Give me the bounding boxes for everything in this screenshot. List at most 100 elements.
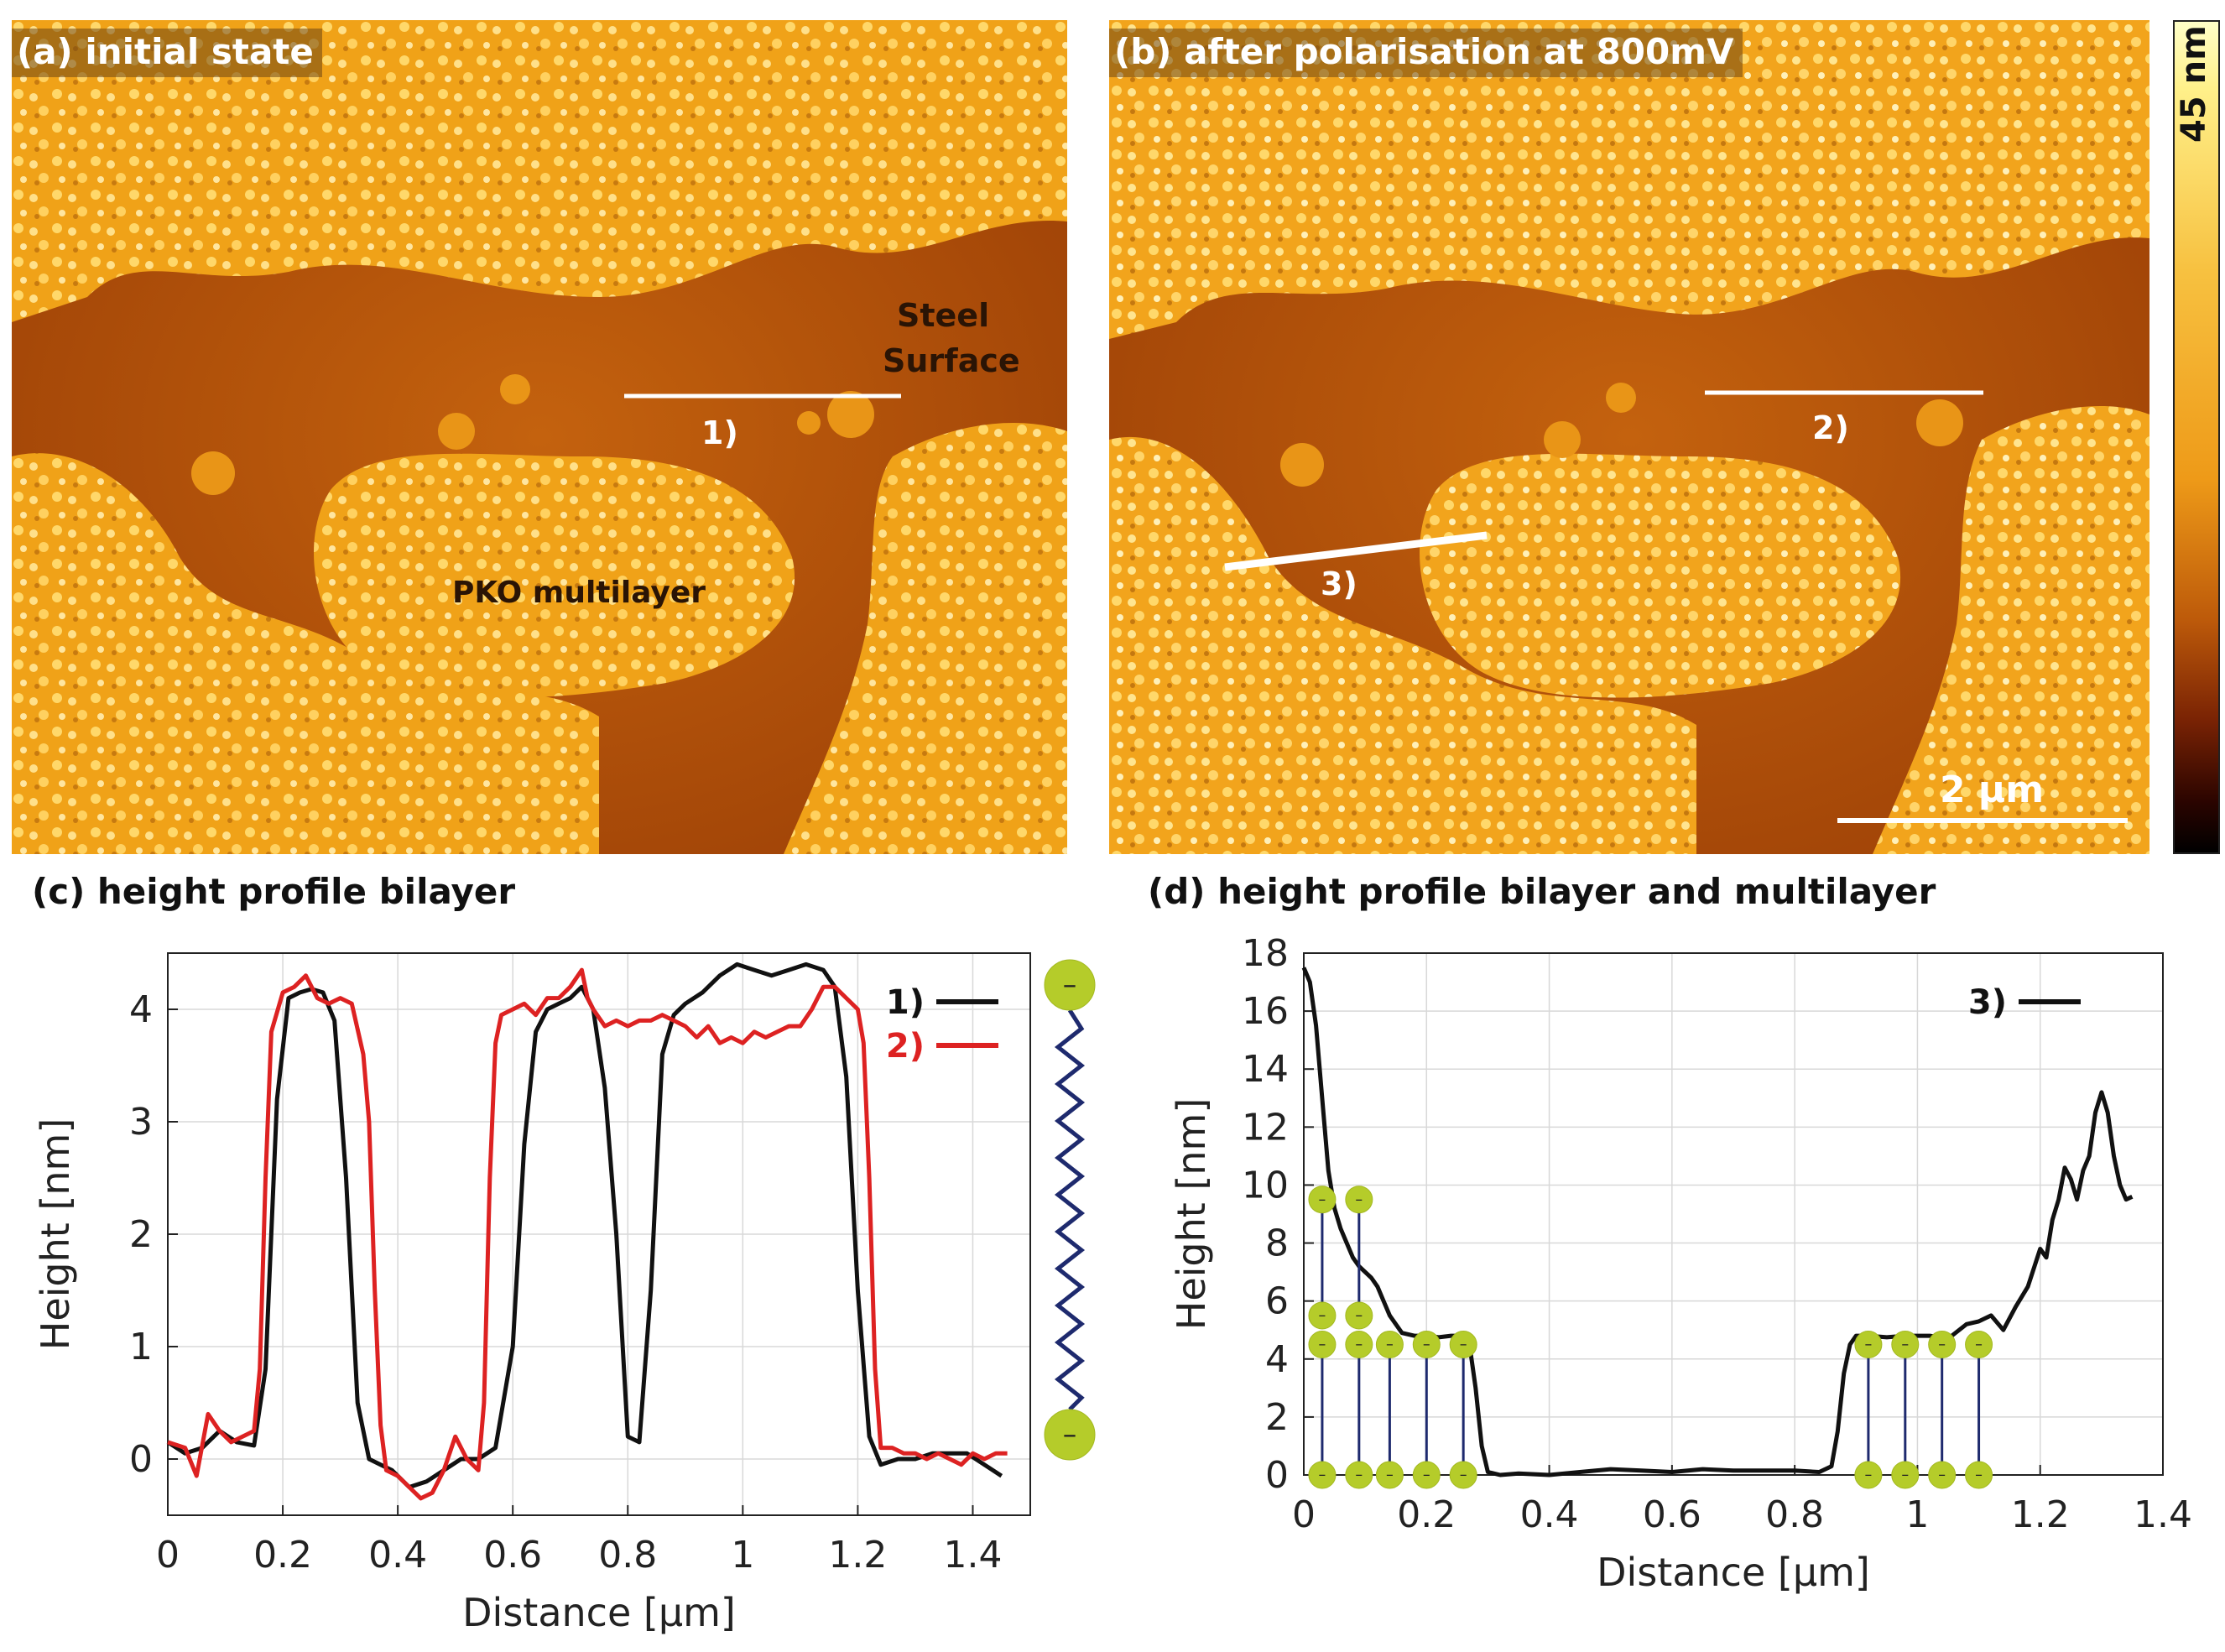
- y-tick-label: 16: [1242, 990, 1289, 1033]
- y-tick-label: 0: [1265, 1454, 1289, 1497]
- bilayer-head-top: –: [1965, 1331, 1993, 1358]
- bilayer-head-bottom: –: [1308, 1461, 1337, 1489]
- head-group-circle: [1044, 959, 1096, 1011]
- afm-topography-a: [12, 20, 1067, 854]
- y-tick-label: 8: [1265, 1222, 1289, 1265]
- profile-line-3-label: 3): [1321, 565, 1357, 602]
- head-group-circle: [1375, 1461, 1404, 1489]
- multilayer-head-bottom: –: [1308, 1301, 1337, 1330]
- x-tick-label: 0.8: [1765, 1493, 1824, 1536]
- bilayer-head-top: –: [1375, 1331, 1404, 1358]
- head-group-circle: [1449, 1331, 1477, 1358]
- afm-topography-b: [1109, 20, 2149, 854]
- head-group-circle: [1854, 1461, 1883, 1489]
- bilayer-head-top: –: [1308, 1331, 1337, 1358]
- legend-label: 2): [886, 1027, 925, 1066]
- head-group-charge: –: [1423, 1337, 1430, 1353]
- head-group-charge: –: [1386, 1467, 1394, 1484]
- series-line-3: [1301, 967, 2134, 1477]
- panel-a-label: (a) initial state: [12, 29, 322, 77]
- bilayer-head-bottom: –: [1449, 1461, 1477, 1489]
- head-group-charge: –: [1423, 1467, 1430, 1484]
- head-group-circle: [1965, 1331, 1993, 1358]
- head-group-circle: [1345, 1186, 1373, 1214]
- series-line-2: [167, 967, 1008, 1501]
- scale-bar-label: 2 µm: [1940, 769, 2045, 811]
- multilayer-head-bottom: –: [1345, 1301, 1373, 1330]
- head-group-charge: –: [1319, 1467, 1326, 1484]
- x-tick-label: 0.4: [368, 1534, 427, 1576]
- colorbar-max-label: 45 nm: [2175, 25, 2213, 143]
- head-group-charge: –: [1355, 1308, 1363, 1325]
- head-group-circle: [1308, 1461, 1337, 1489]
- bilayer-head-top: –: [1412, 1331, 1441, 1358]
- head-group-charge: –: [1975, 1467, 1983, 1484]
- x-axis-label: Distance [µm]: [1597, 1550, 1870, 1595]
- bilayer-head-bottom: –: [1965, 1461, 1993, 1489]
- head-group-circle: [1928, 1461, 1957, 1489]
- bilayer-head-bottom: –: [1412, 1461, 1441, 1489]
- head-group-charge: –: [1355, 1337, 1363, 1353]
- head-group-circle: [1345, 1301, 1373, 1330]
- afm-image-initial-state: (a) initial state Steel Surface PKO mult…: [12, 20, 1067, 854]
- bilayer-head-top: –: [1928, 1331, 1957, 1358]
- x-tick-label: 0.2: [1397, 1493, 1456, 1536]
- x-tick-label: 0.6: [1643, 1493, 1701, 1536]
- head-group-charge: –: [1386, 1337, 1394, 1353]
- x-tick-label: 1.4: [943, 1534, 1002, 1576]
- head-group-circle: [1891, 1331, 1920, 1358]
- x-tick-label: 0.6: [483, 1534, 542, 1576]
- height-colorbar: [2173, 20, 2220, 854]
- bilayer-head-bottom: –: [1928, 1461, 1957, 1489]
- y-tick-label: 14: [1242, 1048, 1289, 1091]
- head-group-charge: –: [1319, 1191, 1326, 1208]
- bilayer-head-top: –: [1891, 1331, 1920, 1358]
- x-tick-label: 0.4: [1520, 1493, 1579, 1536]
- head-group-circle: [1375, 1331, 1404, 1358]
- multilayer-head-top: –: [1308, 1186, 1337, 1214]
- y-tick-label: 4: [129, 988, 153, 1031]
- head-group-circle: [1308, 1301, 1337, 1330]
- x-tick-label: 1.2: [828, 1534, 887, 1576]
- y-tick-label: 1: [129, 1326, 153, 1368]
- head-group-charge: –: [1355, 1467, 1363, 1484]
- alkyl-chain: [1054, 1008, 1086, 1411]
- x-axis-label: Distance [µm]: [462, 1590, 736, 1635]
- head-group-charge: –: [1460, 1467, 1467, 1484]
- head-group-charge: –: [1063, 1418, 1077, 1451]
- y-tick-label: 0: [129, 1438, 153, 1481]
- head-group-circle: [1308, 1331, 1337, 1358]
- head-group-circle: [1928, 1331, 1957, 1358]
- multilayer-head-top: –: [1345, 1186, 1373, 1214]
- head-group-charge: –: [1975, 1337, 1983, 1353]
- y-tick-label: 10: [1242, 1164, 1289, 1206]
- x-tick-label: 1.4: [2134, 1493, 2192, 1536]
- y-tick-label: 2: [129, 1213, 153, 1256]
- steel-surface-label-line2: Surface: [883, 342, 1020, 379]
- legend-label: 1): [886, 983, 925, 1022]
- head-group-charge: –: [1938, 1337, 1946, 1353]
- head-group-charge: –: [1901, 1337, 1909, 1353]
- head-group-charge: –: [1355, 1191, 1363, 1208]
- head-group-charge: –: [1865, 1467, 1873, 1484]
- bilayer-head-bottom: –: [1345, 1461, 1373, 1489]
- head-group-circle: [1891, 1461, 1920, 1489]
- head-group-charge: –: [1460, 1337, 1467, 1353]
- x-tick-label: 0.2: [253, 1534, 312, 1576]
- y-tick-label: 6: [1265, 1280, 1289, 1323]
- head-group-circle: [1044, 1409, 1096, 1461]
- pko-multilayer-label: PKO multilayer: [452, 576, 706, 610]
- y-tick-label: 12: [1242, 1106, 1289, 1149]
- head-group-charge: –: [1865, 1337, 1873, 1353]
- bilayer-head-bottom: –: [1375, 1461, 1404, 1489]
- y-axis-label: Height [nm]: [33, 1118, 78, 1351]
- head-group-top: –: [1044, 959, 1096, 1011]
- profile-line-3: [1224, 531, 1488, 571]
- bilayer-head-top: –: [1345, 1331, 1373, 1358]
- x-tick-label: 0: [156, 1534, 180, 1576]
- bilayer-head-top: –: [1449, 1331, 1477, 1358]
- panel-c-title: (c) height profile bilayer: [32, 871, 516, 912]
- head-group-circle: [1308, 1186, 1337, 1214]
- x-tick-label: 0: [1292, 1493, 1316, 1536]
- head-group-charge: –: [1319, 1337, 1326, 1353]
